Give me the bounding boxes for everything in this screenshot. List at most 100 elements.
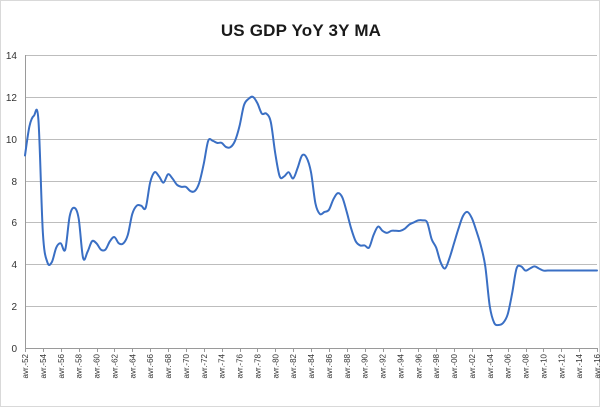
data-point [489, 305, 491, 307]
x-tick-label: avr.-68 [164, 353, 173, 378]
data-point [28, 125, 30, 127]
data-point [95, 242, 97, 244]
x-tick-label: avr.-96 [414, 353, 423, 378]
x-tick-label: avr.-12 [557, 353, 566, 378]
data-point [310, 171, 312, 173]
data-point [216, 142, 218, 144]
y-tick-label: 14 [6, 51, 18, 62]
data-point [565, 269, 567, 271]
x-tick-label: avr.-82 [289, 353, 298, 378]
data-point [203, 163, 205, 165]
data-point [180, 186, 182, 188]
data-point [511, 292, 513, 294]
x-tick-label: avr.-58 [75, 353, 84, 378]
data-point [261, 112, 263, 114]
data-point [296, 167, 298, 169]
x-tick-label: avr.-94 [396, 353, 405, 378]
data-point [471, 217, 473, 219]
data-point [556, 269, 558, 271]
x-tick-label: avr.-04 [486, 353, 495, 378]
data-point [279, 175, 281, 177]
data-point [426, 221, 428, 223]
chart-title: US GDP YoY 3Y MA [220, 21, 382, 40]
data-point [475, 230, 477, 232]
data-point [381, 230, 383, 232]
x-tick-label: avr.-66 [146, 353, 155, 378]
data-point [283, 175, 285, 177]
y-tick-label: 4 [11, 260, 17, 271]
data-point [73, 207, 75, 209]
x-tick-label: avr.-54 [39, 353, 48, 378]
x-tick-label: avr.-62 [110, 353, 119, 378]
data-point [337, 192, 339, 194]
data-point [453, 242, 455, 244]
data-point [55, 246, 57, 248]
data-point [538, 267, 540, 269]
y-tick-label: 2 [11, 302, 17, 313]
x-tick-label: avr.-90 [361, 353, 370, 378]
data-point [158, 175, 160, 177]
data-point [225, 146, 227, 148]
data-point [578, 269, 580, 271]
data-point [82, 257, 84, 259]
data-point [435, 246, 437, 248]
data-point [457, 228, 459, 230]
data-point [256, 102, 258, 104]
data-point [439, 261, 441, 263]
x-tick-label: avr.-84 [307, 353, 316, 378]
data-point [569, 269, 571, 271]
data-point [122, 242, 124, 244]
x-tick-label: avr.-92 [379, 353, 388, 378]
data-point [60, 242, 62, 244]
y-tick-label: 6 [11, 218, 17, 229]
data-point [484, 265, 486, 267]
data-point [100, 248, 102, 250]
data-point [368, 246, 370, 248]
data-point [515, 267, 517, 269]
y-tick-label: 10 [6, 135, 18, 146]
x-tick-label: avr.-02 [468, 353, 477, 378]
data-point [341, 196, 343, 198]
data-point [24, 154, 26, 156]
data-point [64, 248, 66, 250]
data-point [37, 119, 39, 121]
data-point [596, 269, 598, 271]
data-point [430, 238, 432, 240]
data-point [136, 204, 138, 206]
x-tick-label: avr.-06 [504, 353, 513, 378]
data-point [462, 215, 464, 217]
data-point [51, 261, 53, 263]
data-point [194, 190, 196, 192]
data-point [533, 265, 535, 267]
x-tick-label: avr.-10 [539, 353, 548, 378]
data-point [582, 269, 584, 271]
x-tick-label: avr.-56 [57, 353, 66, 378]
data-point [167, 173, 169, 175]
data-point [399, 230, 401, 232]
data-point [86, 251, 88, 253]
data-point [350, 228, 352, 230]
data-point [238, 125, 240, 127]
data-point [149, 181, 151, 183]
data-point [33, 114, 35, 116]
y-tick-label: 0 [11, 344, 17, 355]
data-point [587, 269, 589, 271]
data-point [547, 269, 549, 271]
data-point [377, 225, 379, 227]
y-tick-label: 8 [11, 177, 17, 188]
data-point [198, 181, 200, 183]
data-point [444, 267, 446, 269]
x-tick-label: avr.-88 [343, 353, 352, 378]
data-point [404, 228, 406, 230]
data-point [243, 104, 245, 106]
data-point [346, 211, 348, 213]
x-tick-label: avr.-80 [271, 353, 280, 378]
x-tick-label: avr.-74 [218, 353, 227, 378]
data-point [301, 154, 303, 156]
x-tick-label: avr.-98 [432, 353, 441, 378]
x-tick-label: avr.-00 [450, 353, 459, 378]
x-tick-label: avr.-72 [200, 353, 209, 378]
data-point [68, 215, 70, 217]
data-point [502, 322, 504, 324]
data-point [305, 156, 307, 158]
